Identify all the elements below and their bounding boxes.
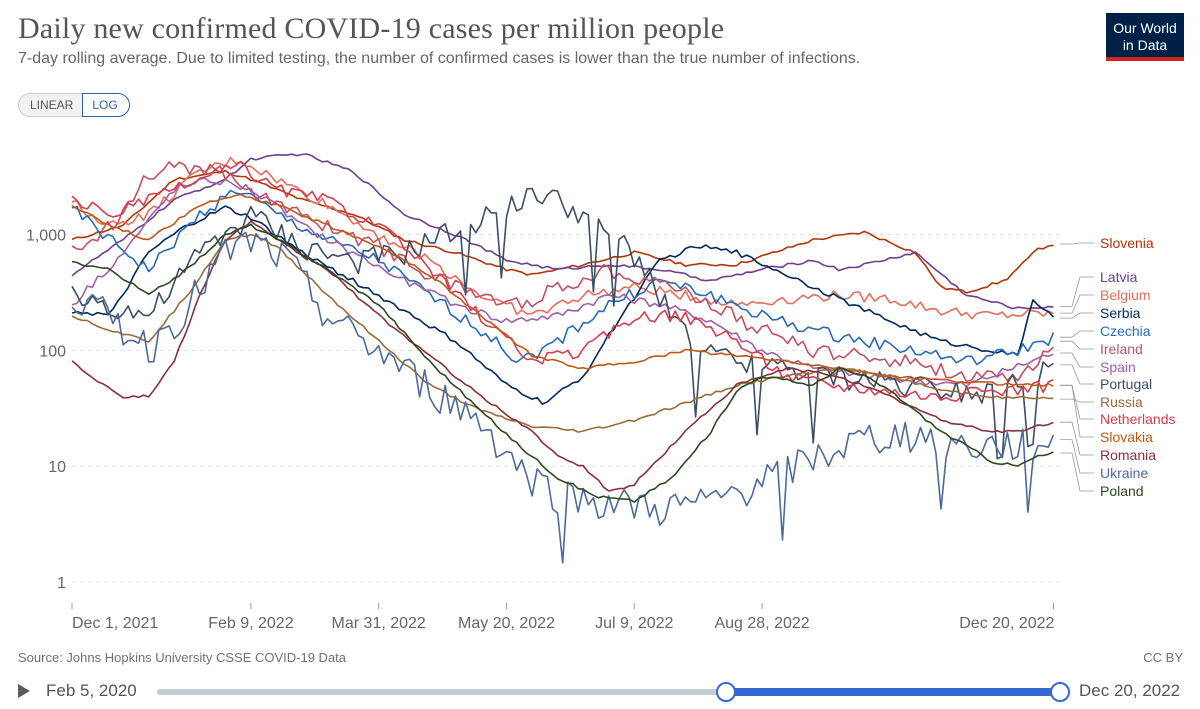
legend-connector [1060,312,1094,319]
x-tick-label: Jul 9, 2022 [595,615,673,632]
timeline-start-handle[interactable] [716,682,737,702]
x-tick-label: Feb 9, 2022 [208,615,294,632]
timeline-end-handle[interactable] [1050,682,1070,702]
y-tick-label: 100 [39,343,66,360]
legend-label-netherlands[interactable]: Netherlands [1100,411,1176,427]
grid-layer: 1 10 100 1,000 [26,228,1060,592]
x-tick-label: May 20, 2022 [458,615,555,632]
timeline-track[interactable] [157,689,1059,695]
x-tick-label: Mar 31, 2022 [332,615,426,632]
timeline-start-label: Feb 5, 2020 [46,681,137,700]
series-line-poland [71,223,1054,503]
legend-connector [1060,352,1094,368]
y-tick-label: 10 [48,459,66,476]
legend-label-ireland[interactable]: Ireland [1100,341,1143,357]
legend-label-slovenia[interactable]: Slovenia [1100,235,1154,251]
owid-logo[interactable]: Our World in Data [1106,13,1184,61]
legend-connector [1060,294,1094,314]
logo-line-1: Our World [1113,20,1177,36]
log-scale-button[interactable]: LOG [82,93,130,117]
legend-label-poland[interactable]: Poland [1100,483,1144,499]
play-icon[interactable] [18,684,30,698]
series-layer [71,153,1055,564]
linear-scale-button[interactable]: LINEAR [18,93,83,117]
legend-connector [1060,330,1094,338]
legend-connector [1060,398,1094,403]
series-line-slovakia [71,193,1054,387]
series-line-ukraine [71,231,1055,564]
legend-connector [1060,276,1094,307]
chart-title: Daily new confirmed COVID-19 cases per m… [18,12,725,45]
legend-label-portugal[interactable]: Portugal [1100,376,1152,392]
legend-label-belgium[interactable]: Belgium [1100,287,1151,303]
series-line-belgium [71,156,1054,320]
source-note[interactable]: Source: Johns Hopkins University CSSE CO… [18,650,347,665]
legend-connector [1060,439,1094,474]
legend-connector [1060,452,1094,492]
timeline-end-label: Dec 20, 2022 [1079,681,1181,700]
legend-label-romania[interactable]: Romania [1100,447,1156,463]
series-line-romania [71,220,1054,492]
legend-connector [1060,384,1094,438]
y-tick-label: 1 [57,575,66,592]
legend-label-latvia[interactable]: Latvia [1100,269,1138,285]
x-tick-label: Dec 1, 2021 [72,615,158,632]
logo-line-2: in Data [1122,37,1168,53]
x-axis-layer: Dec 1, 2021 Feb 9, 2022 Mar 31, 2022 May 20… [71,603,1055,632]
legend-connector [1060,242,1094,245]
chart-subtitle: 7-day rolling average. Due to limited te… [18,50,861,67]
legend-label-serbia[interactable]: Serbia [1100,305,1141,321]
legend-layer: Slovenia Latvia Belgium Serbia Czechia Irelan… [1100,235,1176,499]
series-line-ireland [71,161,1054,383]
legend-label-slovakia[interactable]: Slovakia [1100,429,1153,445]
scale-toggle: LINEAR LOG [18,93,130,117]
legend-label-spain[interactable]: Spain [1100,359,1136,375]
legend-connector [1060,364,1094,385]
x-tick-label: Dec 20, 2022 [959,615,1054,632]
series-line-russia [71,233,1054,433]
x-tick-label: Aug 28, 2022 [714,615,809,632]
series-line-serbia [71,205,1054,405]
legend-connector-layer [1060,242,1094,492]
legend-label-czechia[interactable]: Czechia [1100,323,1151,339]
series-line-latvia [71,153,1054,310]
timeline-selected-range [725,688,1059,696]
series-line-slovenia [71,169,1054,294]
y-tick-label: 1,000 [26,228,66,245]
legend-connector [1060,340,1094,350]
series-line-czechia [71,189,1055,366]
series-line-spain [71,177,1054,388]
license-link[interactable]: CC BY [1143,650,1183,665]
legend-label-russia[interactable]: Russia [1100,394,1143,410]
series-line-netherlands [71,160,1054,402]
series-line-portugal [71,187,1054,460]
legend-label-ukraine[interactable]: Ukraine [1100,465,1148,481]
legend-connector [1060,421,1094,456]
